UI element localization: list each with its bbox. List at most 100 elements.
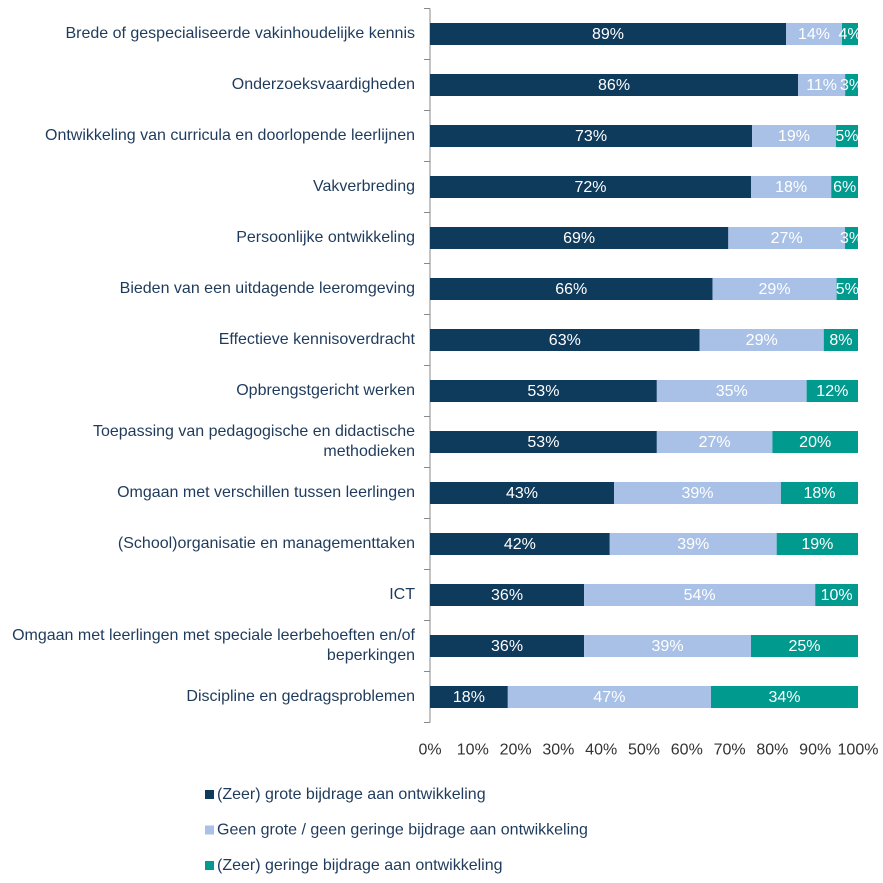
data-label: 39% xyxy=(652,638,684,655)
category-label: Vakverbreding xyxy=(313,178,415,195)
data-label: 20% xyxy=(799,434,831,451)
bar-segment xyxy=(751,635,858,657)
x-tick-label: 70% xyxy=(714,742,746,759)
legend-swatch xyxy=(205,861,214,870)
data-label: 39% xyxy=(681,485,713,502)
bar-segment xyxy=(430,482,615,504)
bar-segment xyxy=(430,686,508,708)
data-label: 12% xyxy=(816,383,848,400)
x-tick-label: 50% xyxy=(628,742,660,759)
bar-segment xyxy=(772,431,858,453)
bar-segment xyxy=(831,176,858,198)
data-label: 63% xyxy=(549,332,581,349)
bar-segment xyxy=(798,74,846,96)
bar-segment xyxy=(699,329,824,351)
legend-label: (Zeer) grote bijdrage aan ontwikkeling xyxy=(217,786,486,803)
category-label: Onderzoeksvaardigheden xyxy=(231,76,415,93)
data-label: 34% xyxy=(768,689,800,706)
bar-segment xyxy=(751,176,832,198)
bar-segment xyxy=(430,329,700,351)
x-tick-label: 20% xyxy=(500,742,532,759)
bar-segment xyxy=(815,584,858,606)
data-label: 3% xyxy=(840,77,863,94)
legend-swatch xyxy=(205,790,214,799)
data-label: 19% xyxy=(778,128,810,145)
x-tick-label: 60% xyxy=(671,742,703,759)
category-label: Omgaan met verschillen tussen leerlingen xyxy=(117,484,415,501)
data-label: 36% xyxy=(491,587,523,604)
category-label: Toepassing van pedagogische en didactisc… xyxy=(92,423,415,460)
bar-segment xyxy=(430,533,610,555)
data-label: 4% xyxy=(838,26,861,43)
bar-segment xyxy=(430,584,585,606)
bar-segment xyxy=(507,686,712,708)
bar-segment xyxy=(845,227,858,249)
category-label: Effectieve kennisoverdracht xyxy=(218,331,415,348)
data-label: 72% xyxy=(574,179,606,196)
category-label: Brede of gespecialiseerde vakinhoudelijk… xyxy=(65,25,415,42)
data-label: 8% xyxy=(829,332,852,349)
bar-segment xyxy=(430,74,799,96)
bar-segment xyxy=(842,23,858,45)
bar-segment xyxy=(430,431,657,453)
x-tick-label: 0% xyxy=(418,742,441,759)
bar-segment xyxy=(752,125,836,147)
data-label: 43% xyxy=(506,485,538,502)
x-tick-label: 80% xyxy=(756,742,788,759)
data-label: 27% xyxy=(771,230,803,247)
data-label: 18% xyxy=(775,179,807,196)
bar-segment xyxy=(845,74,858,96)
data-label: 19% xyxy=(801,536,833,553)
legend-label: Geen grote / geen geringe bijdrage aan o… xyxy=(217,822,588,839)
bar-segment xyxy=(430,278,713,300)
bar-segment xyxy=(656,431,773,453)
bar-segment xyxy=(430,635,585,657)
bar-segment xyxy=(786,23,842,45)
category-label: ICT xyxy=(389,586,415,603)
legend-swatch xyxy=(205,825,214,835)
data-label: 73% xyxy=(575,128,607,145)
bar-segment xyxy=(584,584,816,606)
data-label: 5% xyxy=(835,128,858,145)
bar-segment xyxy=(656,380,807,402)
data-label: 29% xyxy=(746,332,778,349)
category-label: (School)organisatie en managementtaken xyxy=(117,535,415,552)
x-tick-label: 30% xyxy=(542,742,574,759)
bar-segment xyxy=(806,380,858,402)
data-label: 14% xyxy=(798,26,830,43)
bar-segment xyxy=(430,125,753,147)
category-label: Discipline en gedragsproblemen xyxy=(186,688,415,705)
bar-segment xyxy=(430,380,657,402)
data-label: 35% xyxy=(716,383,748,400)
bar-segment xyxy=(584,635,751,657)
category-label: Omgaan met leerlingen met speciale leerb… xyxy=(12,627,415,664)
category-label: Opbrengstgericht werken xyxy=(236,382,415,399)
x-tick-label: 10% xyxy=(457,742,489,759)
data-label: 6% xyxy=(833,179,856,196)
category-label: Persoonlijke ontwikkeling xyxy=(236,229,415,246)
category-label: Ontwikkeling van curricula en doorlopend… xyxy=(45,127,415,144)
data-label: 39% xyxy=(677,536,709,553)
data-label: 5% xyxy=(836,281,859,298)
data-label: 66% xyxy=(555,281,587,298)
bar-segment xyxy=(430,23,786,45)
bar-segment xyxy=(835,125,858,147)
bar-segment xyxy=(776,533,858,555)
bar-segment xyxy=(728,227,846,249)
data-label: 25% xyxy=(788,638,820,655)
bar-segment xyxy=(614,482,781,504)
data-label: 47% xyxy=(593,689,625,706)
bar-segment xyxy=(609,533,777,555)
data-label: 86% xyxy=(598,77,630,94)
data-label: 11% xyxy=(806,77,837,94)
data-label: 29% xyxy=(759,281,791,298)
legend-label: (Zeer) geringe bijdrage aan ontwikkeling xyxy=(217,857,503,874)
bar-segment xyxy=(823,329,858,351)
data-label: 54% xyxy=(684,587,716,604)
data-label: 27% xyxy=(699,434,731,451)
data-label: 18% xyxy=(803,485,835,502)
bar-segment xyxy=(711,686,858,708)
x-tick-label: 90% xyxy=(799,742,831,759)
